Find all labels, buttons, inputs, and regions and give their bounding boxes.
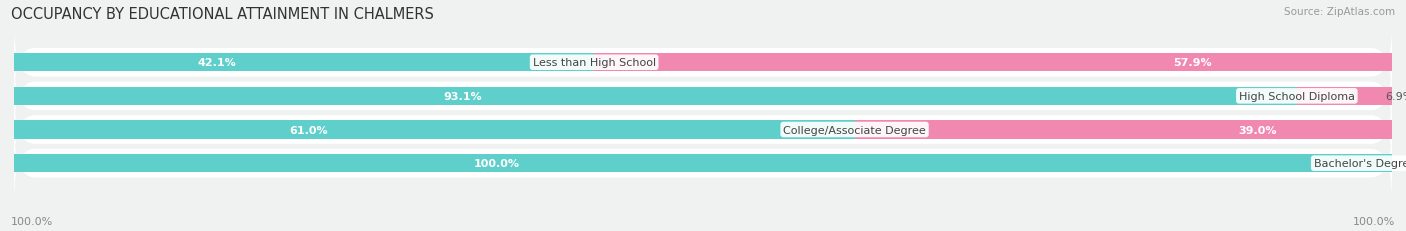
Text: 61.0%: 61.0% — [288, 125, 328, 135]
Text: 93.1%: 93.1% — [444, 91, 482, 101]
Text: 100.0%: 100.0% — [1353, 216, 1395, 226]
Text: Source: ZipAtlas.com: Source: ZipAtlas.com — [1284, 7, 1395, 17]
Bar — [14, 154, 1392, 173]
Bar — [14, 87, 1296, 106]
FancyBboxPatch shape — [14, 27, 1392, 99]
Text: OCCUPANCY BY EDUCATIONAL ATTAINMENT IN CHALMERS: OCCUPANCY BY EDUCATIONAL ATTAINMENT IN C… — [11, 7, 434, 22]
Text: 57.9%: 57.9% — [1173, 58, 1212, 68]
FancyBboxPatch shape — [14, 94, 1392, 166]
FancyBboxPatch shape — [14, 128, 1392, 199]
Text: 100.0%: 100.0% — [11, 216, 53, 226]
Text: 42.1%: 42.1% — [198, 58, 236, 68]
Bar — [14, 121, 855, 139]
Bar — [595, 54, 1392, 72]
Text: 39.0%: 39.0% — [1239, 125, 1277, 135]
Text: 100.0%: 100.0% — [474, 158, 519, 168]
Bar — [1296, 87, 1392, 106]
Bar — [14, 54, 595, 72]
Text: College/Associate Degree: College/Associate Degree — [783, 125, 927, 135]
Text: 6.9%: 6.9% — [1385, 91, 1406, 101]
Text: Less than High School: Less than High School — [533, 58, 655, 68]
Bar — [855, 121, 1392, 139]
Text: Bachelor's Degree or higher: Bachelor's Degree or higher — [1313, 158, 1406, 168]
Text: High School Diploma: High School Diploma — [1239, 91, 1355, 101]
FancyBboxPatch shape — [14, 61, 1392, 132]
